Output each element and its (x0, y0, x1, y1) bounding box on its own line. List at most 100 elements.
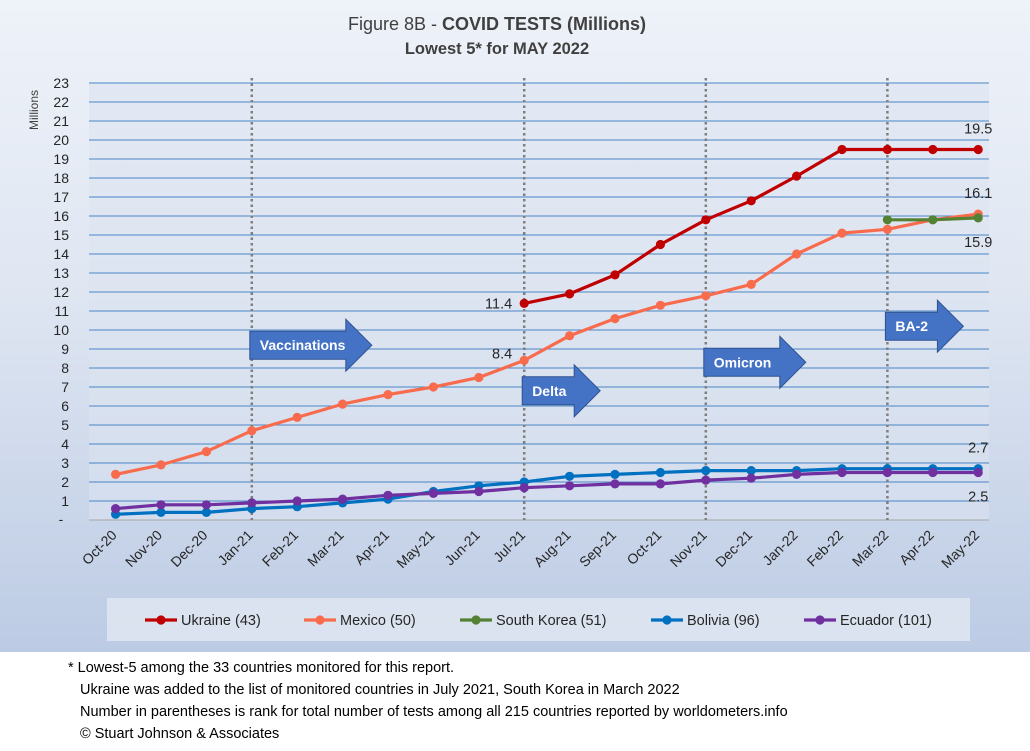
data-label: 16.1 (964, 186, 992, 202)
y-tick-label: 10 (53, 322, 69, 338)
data-point-ukraine (746, 196, 756, 206)
data-point-mexico (247, 426, 257, 436)
x-tick-label: Jan-21 (214, 527, 256, 569)
annotation-arrow-ba2 (884, 298, 965, 354)
annotation-label-vaccinations: Vaccinations (260, 337, 346, 353)
series-line-ecuador (115, 470, 979, 511)
y-tick-label: 14 (53, 246, 69, 262)
y-tick-label: 20 (53, 132, 69, 148)
data-point-ecuador (610, 479, 620, 489)
y-tick-label: 9 (61, 341, 69, 357)
data-point-south-korea (973, 213, 983, 223)
annotation-label-ba2: BA-2 (895, 318, 928, 334)
data-point-ecuador (474, 486, 484, 497)
legend-marker-mexico (315, 615, 325, 625)
annotation-label-delta: Delta (532, 383, 566, 399)
footnote-line-2: Ukraine was added to the list of monitor… (80, 682, 680, 698)
x-tick-label: Jun-21 (441, 527, 483, 569)
data-point-ecuador (701, 475, 711, 485)
x-tick-label: Feb-21 (259, 527, 302, 570)
data-point-ukraine (837, 144, 847, 155)
data-point-mexico (792, 249, 802, 259)
data-point-bolivia (746, 466, 756, 476)
data-point-ecuador (746, 473, 756, 483)
chart-subtitle: Lowest 5* for MAY 2022 (405, 40, 589, 58)
y-tick-label: 1 (61, 493, 69, 509)
data-point-ukraine (928, 144, 938, 155)
y-axis-label: Millions (27, 90, 41, 130)
data-point-mexico (383, 390, 393, 400)
legend-label-south-korea: South Korea (51) (496, 613, 606, 629)
data-point-ecuador (837, 467, 847, 478)
data-point-mexico (474, 372, 484, 383)
data-point-mexico (111, 469, 121, 479)
legend-marker-south-korea (471, 615, 481, 625)
data-point-ecuador (882, 467, 893, 478)
y-tick-label: 15 (53, 227, 69, 243)
x-tick-label: Apr-22 (896, 527, 937, 568)
data-point-ukraine (655, 239, 666, 250)
data-point-ukraine (519, 298, 529, 308)
data-point-mexico (338, 399, 348, 409)
chart-title: Figure 8B - COVID TESTS (Millions) (348, 14, 646, 34)
data-point-ukraine (565, 289, 575, 299)
y-tick-label: 7 (61, 379, 69, 395)
x-tick-label: May-21 (393, 527, 437, 571)
x-tick-label: Aug-21 (530, 527, 573, 570)
y-tick-label: 2 (61, 474, 69, 490)
data-point-ukraine (701, 215, 711, 225)
data-point-mexico (292, 412, 302, 422)
y-tick-label: 21 (53, 113, 69, 129)
data-point-ecuador (338, 494, 348, 504)
data-point-bolivia (655, 467, 666, 478)
legend-marker-ecuador (815, 615, 825, 625)
legend: Ukraine (43) Mexico (50) South Korea (51) B… (107, 598, 970, 641)
data-point-ecuador (201, 500, 211, 510)
data-point-south-korea (882, 215, 893, 225)
data-point-bolivia (201, 507, 211, 517)
x-tick-label: Dec-20 (167, 527, 210, 570)
footnote-line-1: * Lowest-5 among the 33 countries monito… (68, 660, 455, 676)
x-tick-label: Nov-21 (667, 527, 710, 570)
data-point-ecuador (565, 481, 575, 491)
legend-label-bolivia: Bolivia (96) (687, 613, 760, 629)
y-tick-label: 23 (53, 75, 69, 91)
data-point-ecuador (383, 490, 393, 500)
y-tick-label: 18 (53, 170, 69, 186)
data-point-mexico (701, 291, 711, 301)
annotation-arrow-omicron (703, 335, 807, 390)
data-point-ecuador (428, 488, 438, 498)
legend-marker-bolivia (662, 615, 672, 625)
x-tick-label: Sep-21 (576, 527, 619, 570)
footnotes: * Lowest-5 among the 33 countries monito… (68, 657, 788, 745)
data-label: 19.5 (964, 122, 992, 138)
x-tick-label: Apr-21 (351, 527, 392, 568)
data-point-ukraine (792, 171, 802, 181)
data-label: 8.4 (492, 346, 512, 362)
chart-title-bold: COVID TESTS (Millions) (442, 14, 646, 34)
legend-label-ukraine: Ukraine (43) (181, 613, 261, 629)
data-point-bolivia (565, 471, 575, 481)
plot-area: 1234567891011121314151617181920212223-Oc… (53, 75, 992, 571)
chart-panel: Figure 8B - COVID TESTS (Millions) Lowes… (0, 0, 1030, 652)
y-tick-label: 12 (53, 284, 69, 300)
covid-tests-line-chart: Figure 8B - COVID TESTS (Millions) Lowes… (27, 14, 992, 641)
legend-marker-ukraine (156, 615, 166, 625)
annotation-arrow-vaccinations (249, 317, 373, 373)
y-tick-label: 3 (61, 455, 69, 471)
data-label: 11.4 (485, 296, 512, 312)
x-tick-label: Nov-20 (122, 527, 165, 570)
x-tick-label: Mar-21 (304, 527, 347, 570)
annotation-label-omicron: Omicron (714, 354, 772, 370)
x-tick-label: Feb-22 (803, 527, 846, 570)
data-point-mexico (837, 228, 847, 238)
data-point-ukraine (610, 270, 620, 280)
y-tick-label: 5 (61, 417, 69, 433)
data-label: 15.9 (964, 235, 992, 251)
data-label: 2.5 (968, 490, 988, 506)
x-tick-label: May-22 (938, 527, 982, 571)
data-point-mexico (746, 279, 756, 289)
data-point-ecuador (111, 504, 121, 514)
y-tick-label: 8 (61, 360, 69, 376)
data-point-ecuador (973, 467, 983, 478)
